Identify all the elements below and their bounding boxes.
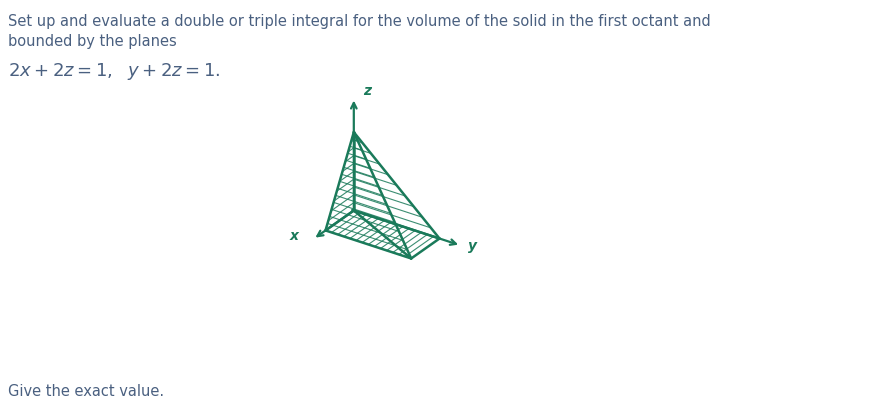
Text: Give the exact value.: Give the exact value. — [8, 384, 164, 399]
Text: y: y — [468, 238, 477, 253]
Text: $2x + 2z = 1,\ \ y + 2z = 1.$: $2x + 2z = 1,\ \ y + 2z = 1.$ — [8, 61, 220, 82]
Text: x: x — [290, 229, 299, 243]
Text: z: z — [363, 84, 371, 98]
Text: Set up and evaluate a double or triple integral for the volume of the solid in t: Set up and evaluate a double or triple i… — [8, 14, 711, 29]
Text: bounded by the planes: bounded by the planes — [8, 34, 177, 49]
